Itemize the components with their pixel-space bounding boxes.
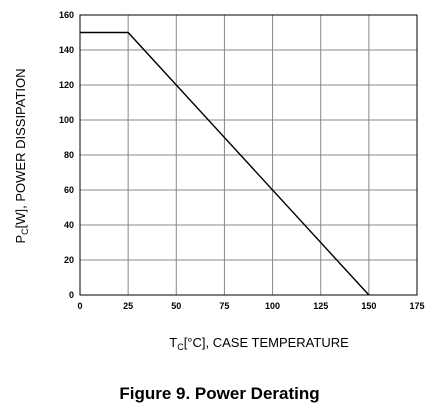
x-tick-label: 0 — [77, 301, 82, 311]
y-tick-label: 140 — [59, 45, 74, 55]
y-axis-label-main: P — [13, 235, 28, 244]
series-group — [80, 31, 370, 296]
y-tick-label: 0 — [69, 290, 74, 300]
y-axis-label-rest: [W], POWER DISSIPATION — [13, 68, 28, 228]
x-axis-label: TC[°C], CASE TEMPERATURE — [169, 335, 349, 352]
x-tick-labels: 0 25 50 75 100 125 150 175 — [77, 301, 424, 311]
x-axis-label-sub: C — [177, 342, 184, 352]
y-tick-labels: 0 20 40 60 80 100 120 140 160 — [59, 10, 74, 300]
y-axis-label: PC[W], POWER DISSIPATION — [13, 68, 30, 243]
plot-frame — [79, 14, 418, 296]
y-axis-label-sub: C — [20, 228, 30, 235]
x-axis-label-rest: [°C], CASE TEMPERATURE — [184, 335, 349, 350]
y-tick-label: 20 — [64, 255, 74, 265]
y-tick-label: 80 — [64, 150, 74, 160]
series-line — [80, 31, 370, 296]
x-tick-label: 125 — [313, 301, 328, 311]
x-tick-label: 150 — [361, 301, 376, 311]
figure-caption: Figure 9. Power Derating — [119, 384, 320, 403]
y-tick-label: 100 — [59, 115, 74, 125]
x-tick-label: 100 — [265, 301, 280, 311]
x-tick-label: 25 — [123, 301, 133, 311]
x-axis-label-main: T — [169, 335, 177, 350]
x-tick-label: 75 — [219, 301, 229, 311]
grid-lines — [79, 14, 418, 296]
y-tick-label: 40 — [64, 220, 74, 230]
x-tick-label: 175 — [409, 301, 424, 311]
y-tick-label: 120 — [59, 80, 74, 90]
y-tick-label: 160 — [59, 10, 74, 20]
y-tick-label: 60 — [64, 185, 74, 195]
x-tick-label: 50 — [171, 301, 181, 311]
